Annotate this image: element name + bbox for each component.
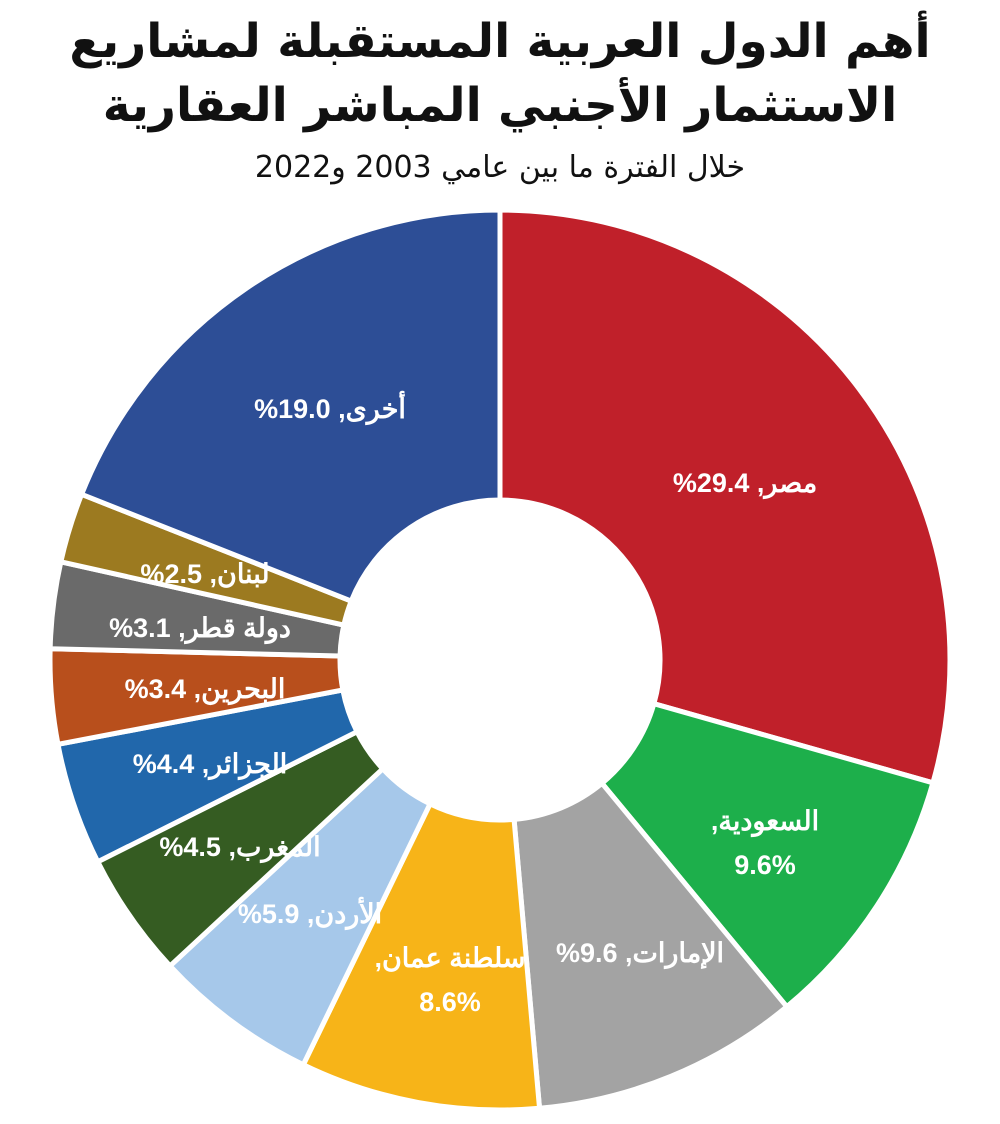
donut-slice bbox=[598, 700, 937, 1011]
slice-data-label: دولة قطر, 3.1% bbox=[109, 613, 291, 645]
donut-hole bbox=[342, 502, 658, 818]
slice-data-label: مصر, 29.4% bbox=[673, 468, 817, 500]
donut-slices bbox=[47, 207, 953, 1113]
slice-data-label: المغرب, 4.5% bbox=[159, 832, 320, 864]
slice-data-label-value: 8.6% bbox=[419, 987, 481, 1017]
slice-data-label-value: 9.6% bbox=[734, 850, 796, 880]
slice-data-label-name: السعودية, bbox=[711, 806, 819, 838]
donut-slice bbox=[78, 207, 503, 605]
slice-data-label: الأردن, 5.9% bbox=[238, 897, 382, 931]
chart-title-line-1: أهم الدول العربية المستقبلة لمشاريع bbox=[69, 14, 931, 69]
donut-slice bbox=[497, 207, 953, 786]
donut-slice bbox=[299, 800, 543, 1113]
slice-data-label: أخرى, 19.0% bbox=[254, 391, 406, 426]
donut-labels: مصر, 29.4% السعودية, 9.6% الإمارات, 9.6% سلط… bbox=[109, 391, 819, 1017]
slice-data-label-name: سلطنة عمان, bbox=[374, 943, 525, 973]
slice-data-label: الإمارات, 9.6% bbox=[556, 938, 724, 970]
chart-title-line-2: الاستثمار الأجنبي المباشر العقارية bbox=[102, 78, 898, 133]
chart-subtitle: خلال الفترة ما بين عامي 2003 و2022 bbox=[254, 150, 746, 185]
slice-data-label: لبنان, 2.5% bbox=[140, 559, 269, 589]
slice-data-label: الجزائر, 4.4% bbox=[133, 749, 288, 781]
donut-slice bbox=[511, 779, 791, 1111]
slice-data-label: البحرين, 3.4% bbox=[125, 674, 286, 706]
